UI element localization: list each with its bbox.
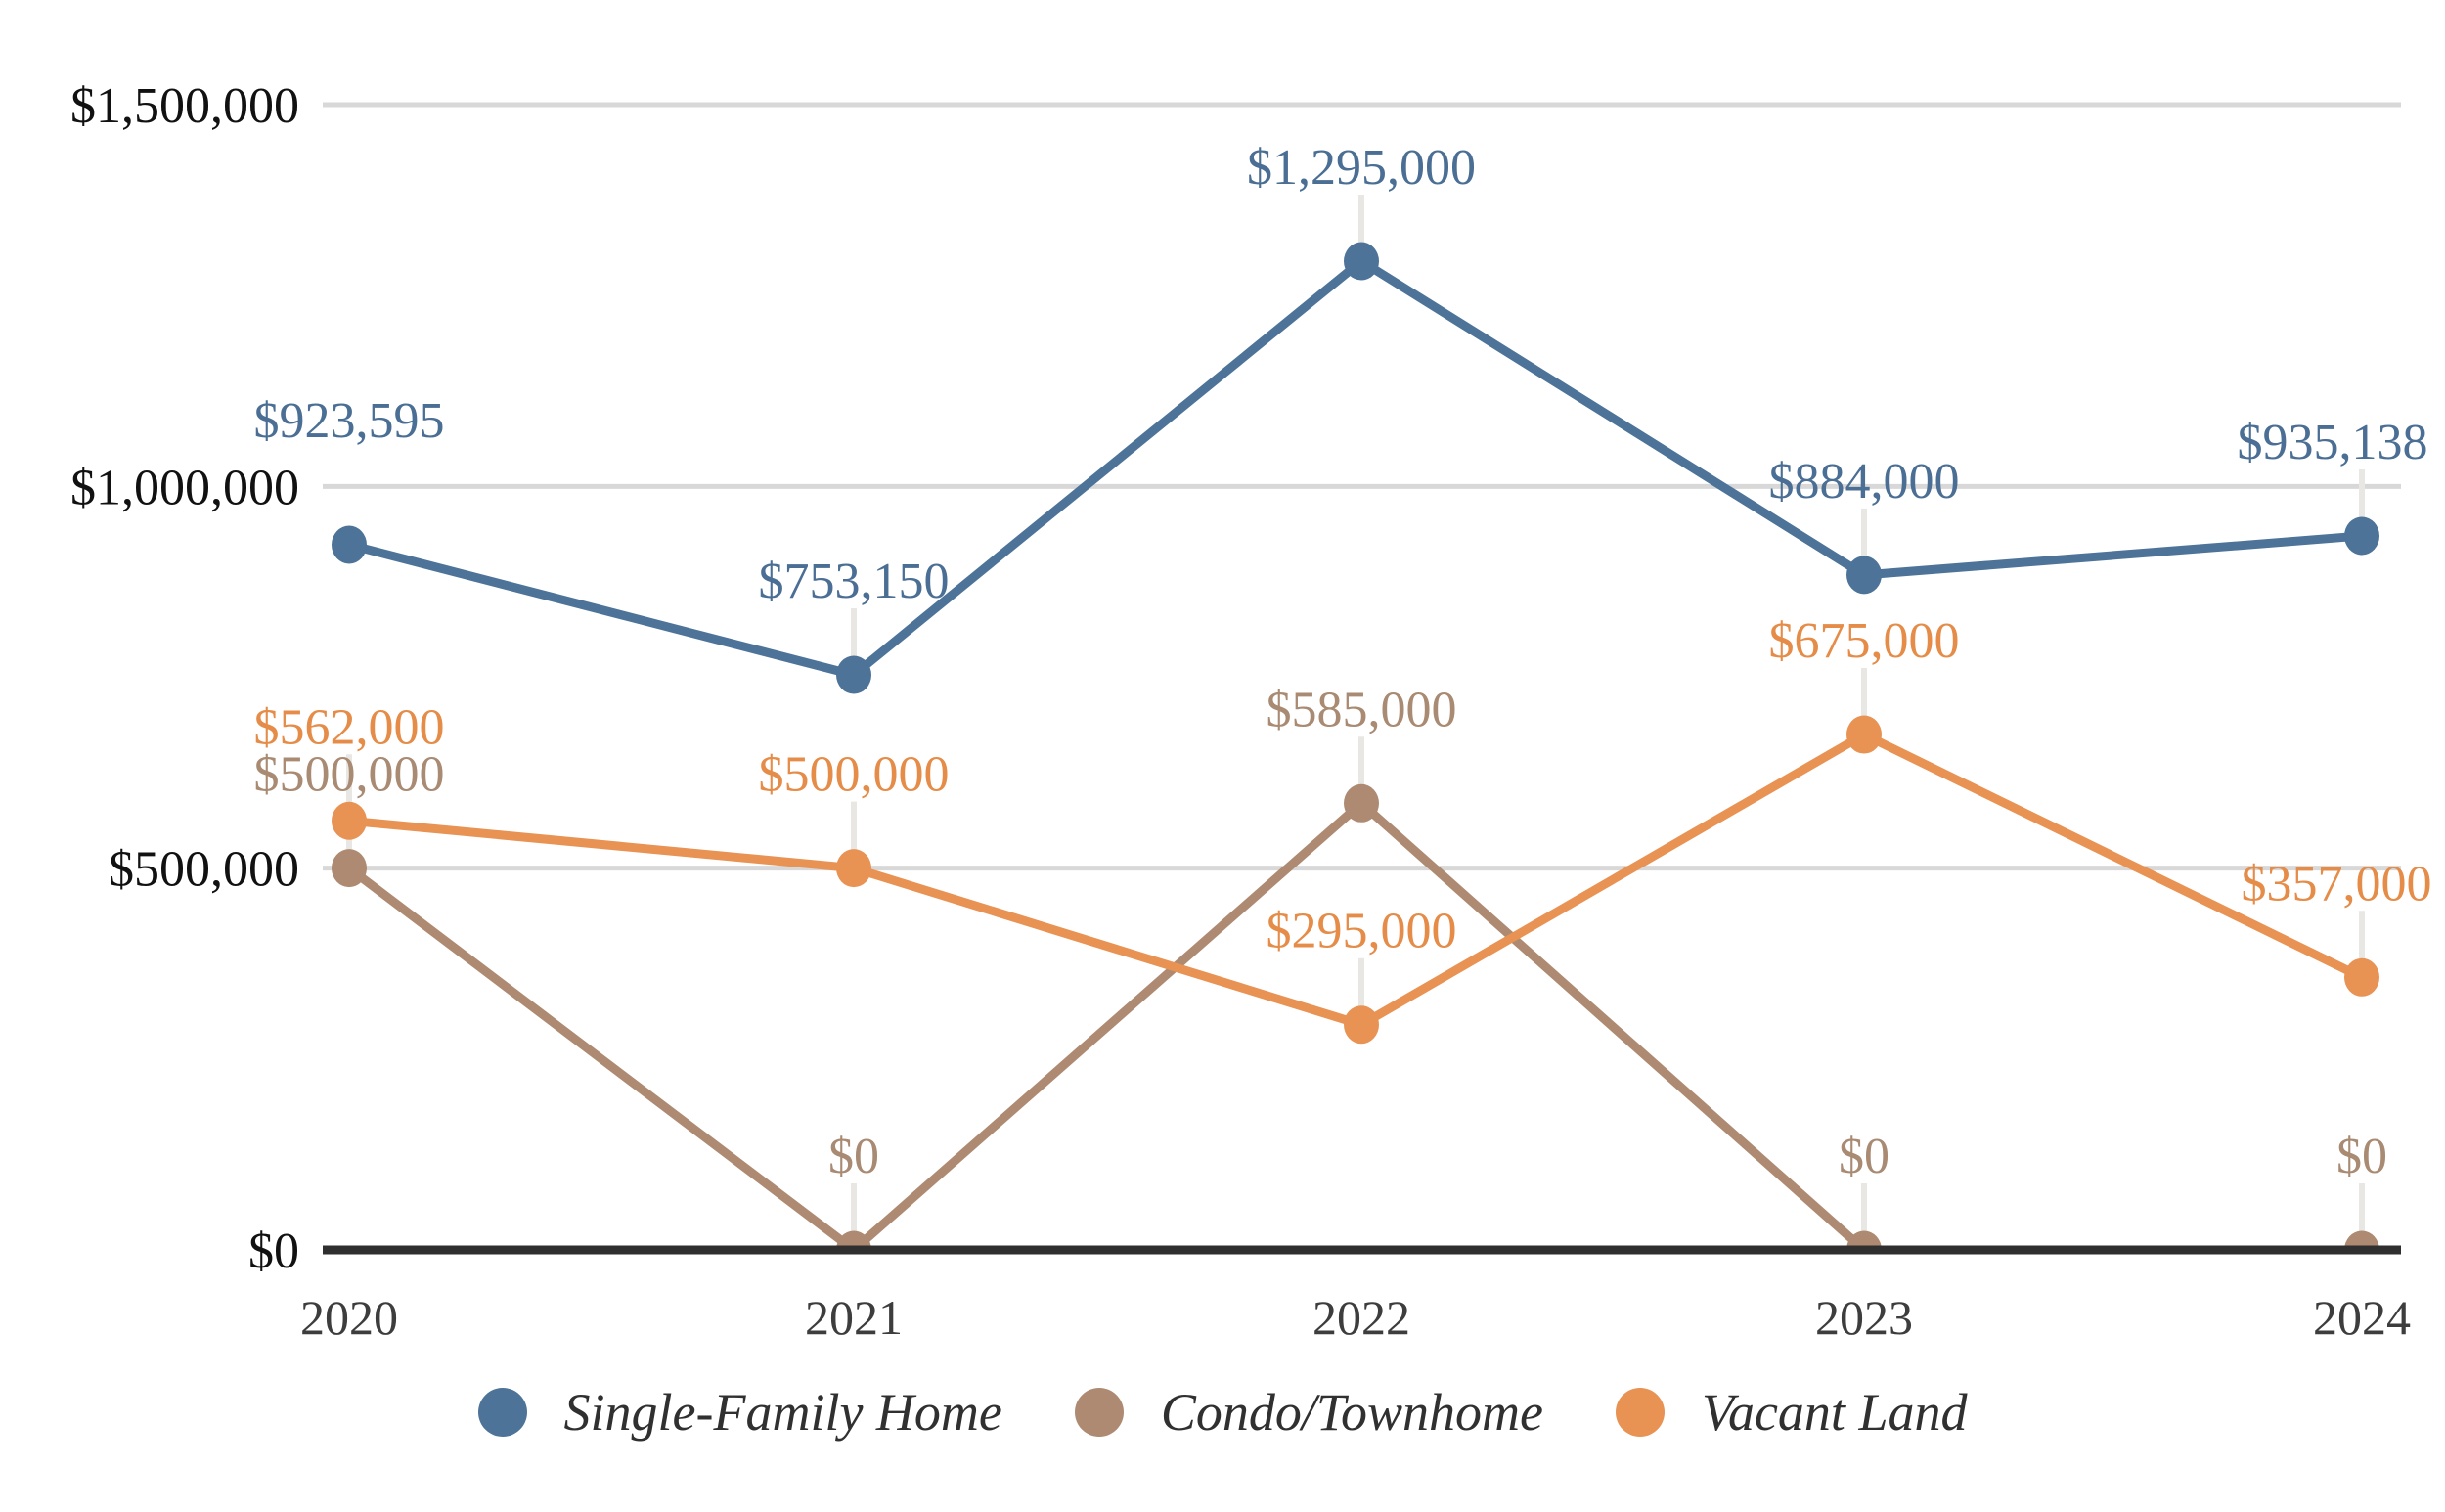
data-point-vacant-land-2022 <box>1344 1005 1379 1045</box>
legend-item-single-family-home: Single-Family Home <box>477 1382 1002 1443</box>
legend-marker-icon <box>477 1388 527 1437</box>
data-point-condo-townhome-2020 <box>332 849 367 888</box>
y-axis-tick-label: $500,000 <box>109 842 299 898</box>
series-line-single-family-home <box>347 255 2363 680</box>
data-label: $357,000 <box>2242 856 2432 912</box>
data-label: $0 <box>2336 1129 2387 1184</box>
data-label: $0 <box>1839 1129 1889 1184</box>
data-point-single-family-home-2022 <box>1344 242 1379 281</box>
data-point-vacant-land-2021 <box>836 849 871 888</box>
data-point-single-family-home-2024 <box>2344 516 2379 556</box>
data-label: $500,000 <box>254 747 445 803</box>
legend-label: Condo/Townhome <box>1160 1383 1543 1442</box>
legend-item-condo-townhome: Condo/Townhome <box>1074 1382 1543 1443</box>
data-label: $585,000 <box>1267 682 1457 737</box>
legend-item-vacant-land: Vacant Land <box>1615 1382 1968 1443</box>
data-label: $0 <box>828 1129 879 1184</box>
y-axis-tick-label: $0 <box>248 1223 299 1279</box>
data-point-vacant-land-2020 <box>332 801 367 840</box>
data-point-vacant-land-2024 <box>2344 957 2379 997</box>
data-label: $562,000 <box>254 699 445 755</box>
x-axis-tick-label: 2020 <box>300 1290 398 1345</box>
legend-label: Single-Family Home <box>563 1383 1002 1442</box>
chart-legend: Single-Family Home Condo/Townhome Vacant L… <box>0 1361 2445 1463</box>
data-label: $1,295,000 <box>1247 140 1476 196</box>
data-label: $295,000 <box>1267 904 1457 959</box>
plot-area <box>332 242 2379 1253</box>
data-label: $675,000 <box>1769 613 1960 669</box>
data-point-vacant-land-2023 <box>1846 715 1882 754</box>
data-point-single-family-home-2023 <box>1846 556 1882 595</box>
data-point-condo-townhome-2022 <box>1344 783 1379 823</box>
legend-label: Vacant Land <box>1701 1383 1968 1442</box>
data-label: $500,000 <box>759 747 950 803</box>
data-point-single-family-home-2020 <box>332 525 367 564</box>
data-label: $753,150 <box>759 554 950 609</box>
data-point-single-family-home-2021 <box>836 655 871 694</box>
data-label: $935,138 <box>2238 415 2428 470</box>
y-axis-tick-label: $1,500,000 <box>70 78 299 134</box>
legend-marker-icon <box>1074 1388 1124 1437</box>
series-line-vacant-land <box>348 729 2364 1030</box>
y-axis-tick-label: $1,000,000 <box>70 460 299 515</box>
x-axis-tick-label: 2023 <box>1815 1290 1913 1345</box>
legend-marker-icon <box>1615 1388 1665 1437</box>
x-axis-tick-label: 2022 <box>1312 1290 1410 1345</box>
x-axis-tick-label: 2024 <box>2313 1290 2411 1345</box>
data-label: $884,000 <box>1769 454 1960 510</box>
data-label: $923,595 <box>254 393 445 449</box>
x-axis-tick-label: 2021 <box>805 1290 903 1345</box>
